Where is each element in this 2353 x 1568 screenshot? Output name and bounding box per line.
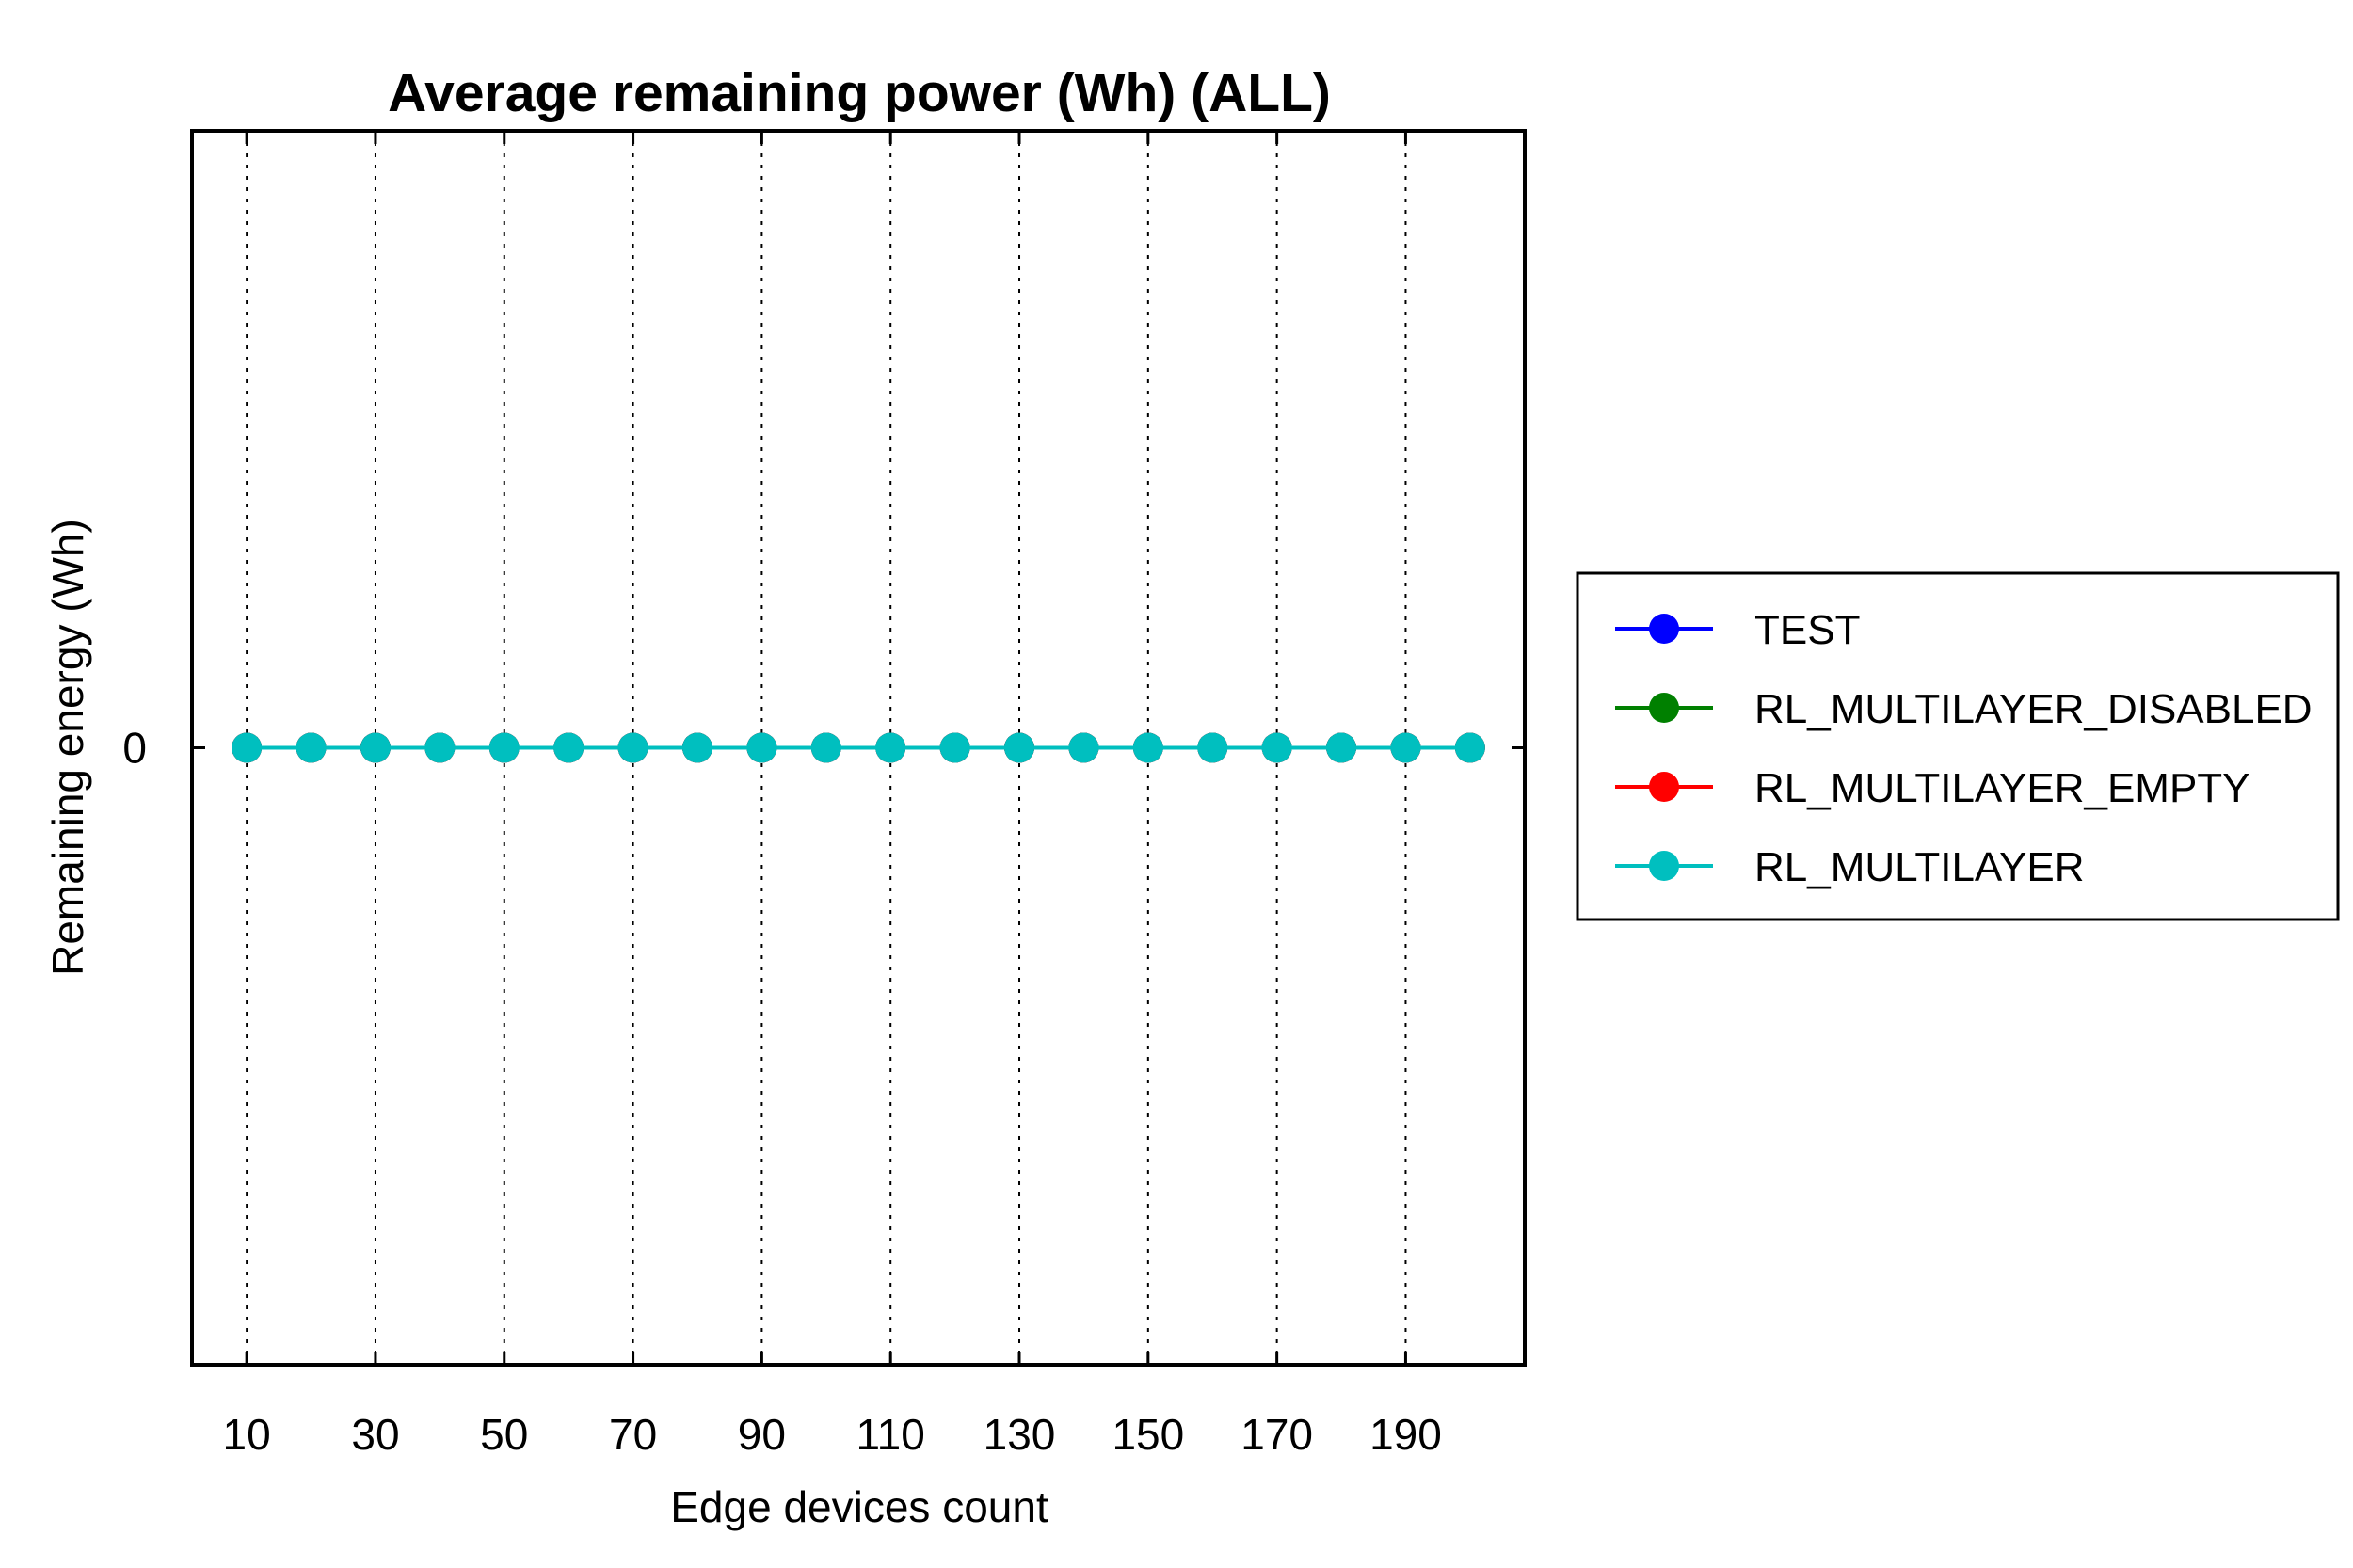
data-point-rl-multilayer <box>1004 732 1035 763</box>
data-point-rl-multilayer <box>232 732 263 763</box>
legend-marker <box>1649 772 1679 802</box>
axis-ticks: 10 30 50 70 90 110 130 150 170 190 0 <box>122 131 1525 1459</box>
data-point-rl-multilayer <box>360 732 391 763</box>
legend-item-rl-multilayer: RL_MULTILAYER <box>1615 844 2084 890</box>
x-tick-label: 190 <box>1369 1410 1442 1459</box>
x-tick-label: 70 <box>609 1410 657 1459</box>
legend-marker <box>1649 693 1679 723</box>
data-point-rl-multilayer <box>939 732 970 763</box>
grid-lines <box>246 131 1407 1365</box>
y-tick-label: 0 <box>122 724 147 773</box>
legend-marker <box>1649 614 1679 644</box>
legend-label: RL_MULTILAYER_EMPTY <box>1754 765 2250 811</box>
data-point-rl-multilayer <box>810 732 841 763</box>
x-tick-label: 90 <box>738 1410 786 1459</box>
x-tick-label: 170 <box>1241 1410 1313 1459</box>
chart-title: Average remaining power (Wh) (ALL) <box>388 63 1331 123</box>
data-point-rl-multilayer <box>1132 732 1163 763</box>
x-axis-label: Edge devices count <box>670 1482 1048 1531</box>
data-point-rl-multilayer <box>1326 732 1357 763</box>
data-point-rl-multilayer <box>488 732 520 763</box>
x-tick-label: 10 <box>223 1410 271 1459</box>
legend-item-rl-multilayer-empty: RL_MULTILAYER_EMPTY <box>1615 765 2250 811</box>
data-point-rl-multilayer <box>681 732 712 763</box>
data-point-rl-multilayer <box>1197 732 1228 763</box>
x-tick-label: 150 <box>1112 1410 1184 1459</box>
legend-marker <box>1649 851 1679 881</box>
x-tick-label: 130 <box>984 1410 1056 1459</box>
legend-item-rl-multilayer-disabled: RL_MULTILAYER_DISABLED <box>1615 686 2313 732</box>
legend-label: RL_MULTILAYER <box>1754 844 2084 890</box>
data-point-rl-multilayer <box>746 732 777 763</box>
legend-label: RL_MULTILAYER_DISABLED <box>1754 686 2313 732</box>
x-tick-label: 50 <box>480 1410 528 1459</box>
legend-label: TEST <box>1754 607 1860 653</box>
y-axis-label: Remaining energy (Wh) <box>43 519 92 976</box>
series-rl-multilayer <box>232 732 1485 763</box>
data-point-rl-multilayer <box>1068 732 1099 763</box>
data-point-rl-multilayer <box>1390 732 1421 763</box>
x-tick-label: 30 <box>351 1410 399 1459</box>
data-point-rl-multilayer <box>1261 732 1292 763</box>
data-point-rl-multilayer <box>617 732 648 763</box>
data-point-rl-multilayer <box>296 732 327 763</box>
x-tick-label: 110 <box>856 1410 925 1459</box>
data-point-rl-multilayer <box>875 732 906 763</box>
data-point-rl-multilayer <box>424 732 456 763</box>
legend-item-test: TEST <box>1615 607 1860 653</box>
legend: TEST RL_MULTILAYER_DISABLED RL_MULTILAYER_… <box>1576 571 2340 921</box>
legend-box <box>1576 571 2340 921</box>
data-point-rl-multilayer <box>1454 732 1485 763</box>
data-point-rl-multilayer <box>553 732 584 763</box>
series-layer <box>232 732 1485 763</box>
